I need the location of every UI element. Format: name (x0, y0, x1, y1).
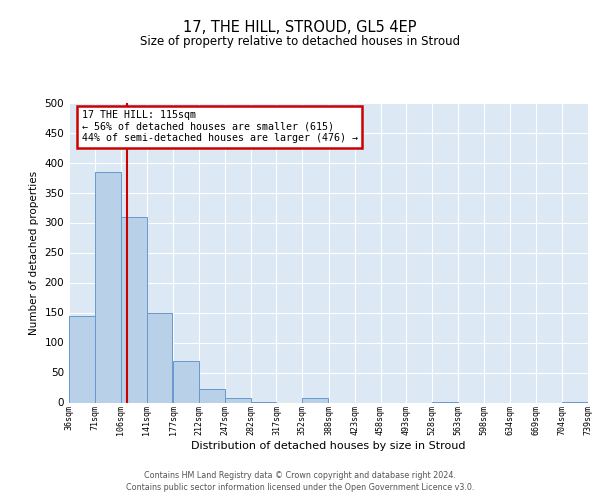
Text: Contains public sector information licensed under the Open Government Licence v3: Contains public sector information licen… (126, 482, 474, 492)
Text: 17 THE HILL: 115sqm
← 56% of detached houses are smaller (615)
44% of semi-detac: 17 THE HILL: 115sqm ← 56% of detached ho… (82, 110, 358, 143)
Bar (302, 398, 328, 402)
Bar (69, 316, 95, 402)
Bar (146, 313, 172, 402)
Bar (225, 398, 251, 402)
Bar (121, 217, 146, 402)
Text: Contains HM Land Registry data © Crown copyright and database right 2024.: Contains HM Land Registry data © Crown c… (144, 472, 456, 480)
Bar (199, 390, 225, 402)
Bar (95, 172, 121, 402)
Text: 17, THE HILL, STROUD, GL5 4EP: 17, THE HILL, STROUD, GL5 4EP (183, 20, 417, 35)
Text: Size of property relative to detached houses in Stroud: Size of property relative to detached ho… (140, 34, 460, 48)
Y-axis label: Number of detached properties: Number of detached properties (29, 170, 39, 334)
X-axis label: Distribution of detached houses by size in Stroud: Distribution of detached houses by size … (191, 441, 466, 451)
Bar (173, 360, 199, 403)
